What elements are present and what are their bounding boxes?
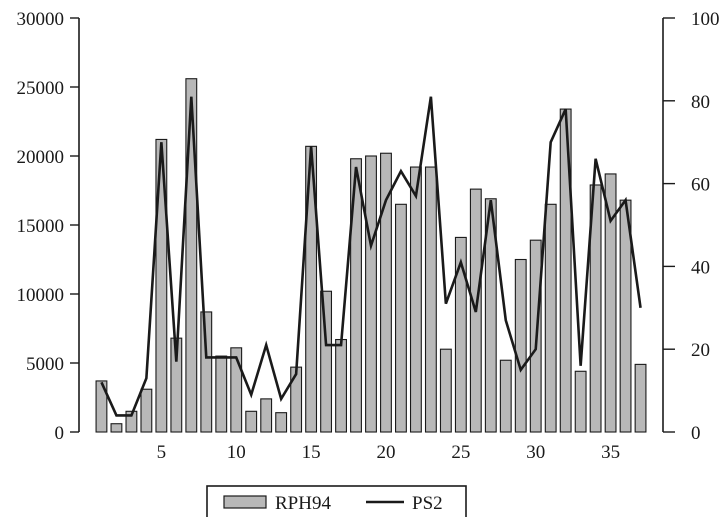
right-tick-label-0: 0 <box>691 423 701 444</box>
bar-rph94-23 <box>424 166 437 433</box>
bar-rph94-29 <box>514 258 527 433</box>
bars-layer <box>95 78 647 433</box>
x-tick-label-25: 25 <box>451 442 470 463</box>
bar-rph94-4 <box>140 388 153 433</box>
bar-rph94-10 <box>230 347 243 433</box>
bar-rph94-6 <box>170 337 183 433</box>
x-tick-label-5: 5 <box>157 442 167 463</box>
bar-rph94-14 <box>290 366 303 433</box>
right-tick-label-40: 40 <box>691 257 710 278</box>
bar-rph94-27 <box>484 198 497 433</box>
bar-rph94-18 <box>350 158 362 433</box>
bar-rph94-12 <box>260 398 273 433</box>
legend-label-ps2: PS2 <box>412 493 443 514</box>
left-tick-label-20000: 20000 <box>17 147 65 168</box>
ticks-layer: 0 5000 10000 15000 20000 25000 30000 0 20 40 60 80 1… <box>17 9 720 463</box>
bar-rph94-31 <box>544 203 557 433</box>
legend-label-rph94: RPH94 <box>275 493 331 514</box>
legend: RPH94 PS2 <box>206 485 467 521</box>
left-tick-label-30000: 30000 <box>17 9 65 30</box>
bar-rph94-24 <box>439 348 452 433</box>
x-tick-label-20: 20 <box>376 442 395 463</box>
left-tick-label-0: 0 <box>55 423 65 444</box>
bar-rph94-34 <box>589 184 602 433</box>
bar-rph94-20 <box>380 152 392 433</box>
bar-rph94-28 <box>499 359 512 433</box>
right-tick-label-80: 80 <box>691 92 710 113</box>
x-tick-label-30: 30 <box>526 442 545 463</box>
bar-rph94-37 <box>634 363 647 433</box>
bar-rph94-17 <box>335 338 347 433</box>
left-tick-label-25000: 25000 <box>17 78 65 99</box>
bar-rph94-22 <box>409 166 422 433</box>
x-tick-label-35: 35 <box>601 442 620 463</box>
bar-rph94-7 <box>185 78 198 433</box>
right-tick-label-100: 100 <box>691 9 720 30</box>
x-tick-label-10: 10 <box>227 442 246 463</box>
legend-swatch-rph94 <box>223 495 267 509</box>
x-tick-label-15: 15 <box>302 442 321 463</box>
bar-rph94-3 <box>125 410 138 433</box>
right-tick-label-60: 60 <box>691 175 710 196</box>
bar-rph94-8 <box>200 311 213 433</box>
bar-rph94-5 <box>155 138 168 433</box>
line-layer <box>100 96 642 417</box>
bar-rph94-11 <box>245 410 258 433</box>
bar-rph94-33 <box>574 370 587 433</box>
bar-rph94-9 <box>215 355 228 433</box>
bar-rph94-21 <box>395 203 407 433</box>
bar-rph94-35 <box>604 173 617 433</box>
left-tick-label-5000: 5000 <box>26 354 64 375</box>
bar-rph94-19 <box>365 155 377 433</box>
bar-rph94-16 <box>320 290 333 433</box>
bar-rph94-25 <box>454 236 467 433</box>
right-tick-label-20: 20 <box>691 340 710 361</box>
bar-rph94-2 <box>110 423 123 433</box>
left-tick-label-10000: 10000 <box>17 285 65 306</box>
line-ps2 <box>100 96 642 417</box>
bar-rph94-1 <box>95 380 108 433</box>
bar-rph94-13 <box>275 412 288 433</box>
left-tick-label-15000: 15000 <box>17 216 65 237</box>
